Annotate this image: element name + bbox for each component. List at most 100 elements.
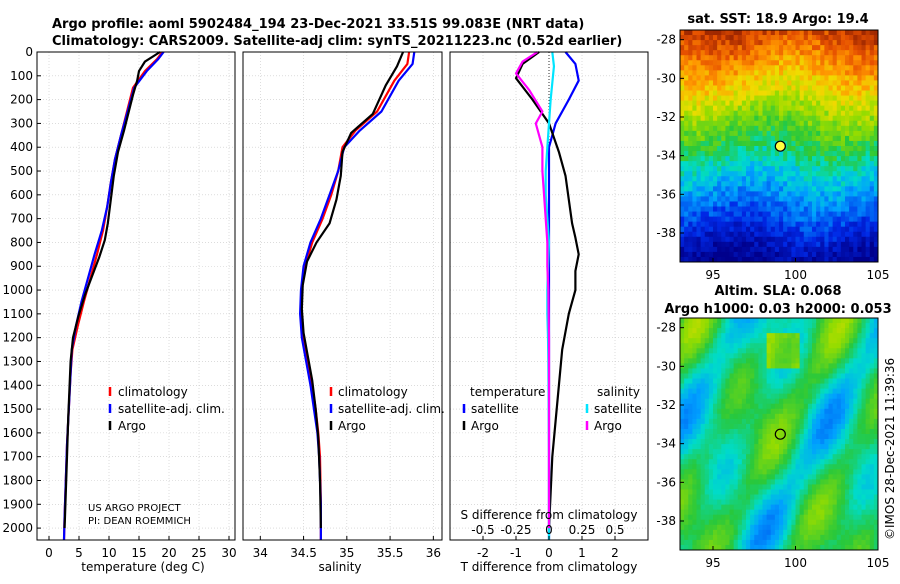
sst-map-cell — [873, 35, 879, 41]
sla-map-cell — [733, 534, 739, 541]
sst-map-cell — [849, 241, 854, 248]
sst-map-cell — [865, 120, 871, 127]
sla-map-cell — [733, 504, 739, 511]
sst-map-cell — [853, 50, 858, 56]
sla-map-cell — [869, 398, 875, 405]
sla-map-cell — [849, 534, 854, 541]
sla-map-cell — [737, 403, 743, 410]
sla-map-cell — [733, 393, 739, 400]
sla-map-cell — [832, 494, 838, 501]
sst-map-cell — [828, 80, 834, 86]
sst-map-cell — [725, 151, 731, 157]
sla-map-cell — [721, 323, 726, 329]
sst-map-cell — [857, 120, 863, 127]
sla-map-cell — [721, 413, 726, 420]
sla-map-cell — [741, 514, 747, 521]
sst-map-cell — [820, 251, 825, 258]
sla-map-cell — [729, 529, 735, 536]
sst-map-cell — [795, 95, 801, 102]
sst-map-cell — [779, 246, 784, 253]
sla-map-cell — [770, 514, 776, 521]
sla-map-cell — [692, 464, 698, 470]
sla-map-cell — [865, 428, 871, 435]
sla-map-cell — [816, 529, 821, 536]
sst-map-cell — [717, 140, 722, 147]
sst-map-cell — [787, 146, 792, 152]
depth-tick-label: 200 — [10, 93, 33, 107]
sst-map-cell — [717, 196, 722, 202]
sla-map-cell — [807, 454, 813, 460]
sla-map-cell — [774, 418, 780, 425]
sst-map-cell — [704, 216, 710, 223]
sla-map-cell — [812, 544, 817, 551]
sst-map-cell — [840, 191, 846, 197]
sla-map-cell — [824, 323, 830, 329]
sst-map-cell — [849, 151, 854, 157]
sst-map-cell — [717, 75, 722, 81]
sst-map-cell — [840, 70, 846, 76]
sla-map-cell — [812, 353, 817, 359]
sst-map-cell — [750, 211, 755, 218]
sla-map-cell — [779, 393, 784, 400]
s-difference-label: S difference from climatology — [461, 508, 638, 522]
sla-map-cell — [787, 358, 792, 364]
sst-map-cell — [688, 211, 693, 218]
sst-map-cell — [762, 130, 768, 137]
sla-map-cell — [799, 544, 805, 551]
sla-map-cell — [795, 439, 801, 445]
sst-map-cell — [812, 70, 817, 76]
sst-map-cell — [861, 90, 867, 97]
sla-map-cell — [729, 434, 735, 440]
sla-map-cell — [680, 323, 685, 329]
sla-map-cell — [779, 338, 784, 344]
sst-map-cell — [795, 90, 801, 97]
sla-map-cell — [774, 393, 780, 400]
sla-map-cell — [774, 373, 780, 380]
sst-map-cell — [869, 196, 875, 202]
sst-map-cell — [779, 196, 784, 202]
sst-map-cell — [692, 80, 698, 86]
sst-map-cell — [779, 256, 784, 263]
sla-map-cell — [700, 434, 706, 440]
sst-map-cell — [869, 221, 875, 228]
sla-map-cell — [746, 529, 751, 536]
sla-map-cell — [737, 333, 743, 339]
sla-map-cell — [807, 328, 813, 334]
sst-map-cell — [725, 146, 731, 152]
sst-map-cell — [733, 256, 739, 263]
sst-map-cell — [774, 181, 780, 187]
sla-map-cell — [807, 378, 813, 385]
sst-map-cell — [733, 60, 739, 66]
sst-map-cell — [725, 231, 731, 238]
sla-map-cell — [725, 454, 731, 460]
sst-map-cell — [680, 221, 685, 228]
sst-map-cell — [857, 55, 863, 61]
sla-map-cell — [836, 534, 842, 541]
sst-map-cell — [832, 166, 838, 172]
sst-map-cell — [869, 120, 875, 127]
sla-map-cell — [783, 544, 788, 551]
sla-map-cell — [861, 439, 867, 445]
sla-map-cell — [799, 454, 805, 460]
sst-map-cell — [824, 90, 830, 97]
sst-map-cell — [750, 75, 755, 81]
sst-map-cell — [754, 75, 759, 81]
sla-map-cell — [857, 318, 863, 324]
sst-map-cell — [766, 45, 772, 51]
sla-map-cell — [729, 539, 735, 546]
sla-map-cell — [713, 434, 718, 440]
sst-map-cell — [787, 105, 792, 112]
sla-map-cell — [696, 358, 702, 364]
sst-map-cell — [807, 80, 813, 86]
sst-map-cell — [725, 80, 731, 86]
sla-map-cell — [869, 509, 875, 516]
sla-map-cell — [746, 408, 751, 415]
sst-map-cell — [795, 221, 801, 228]
depth-tick-label: 1800 — [2, 473, 33, 487]
sla-map-cell — [861, 454, 867, 460]
sst-map-cell — [816, 221, 821, 228]
sst-map-cell — [812, 231, 817, 238]
sla-map-cell — [807, 373, 813, 380]
sla-map-cell — [713, 519, 718, 526]
sst-map-cell — [779, 120, 784, 127]
